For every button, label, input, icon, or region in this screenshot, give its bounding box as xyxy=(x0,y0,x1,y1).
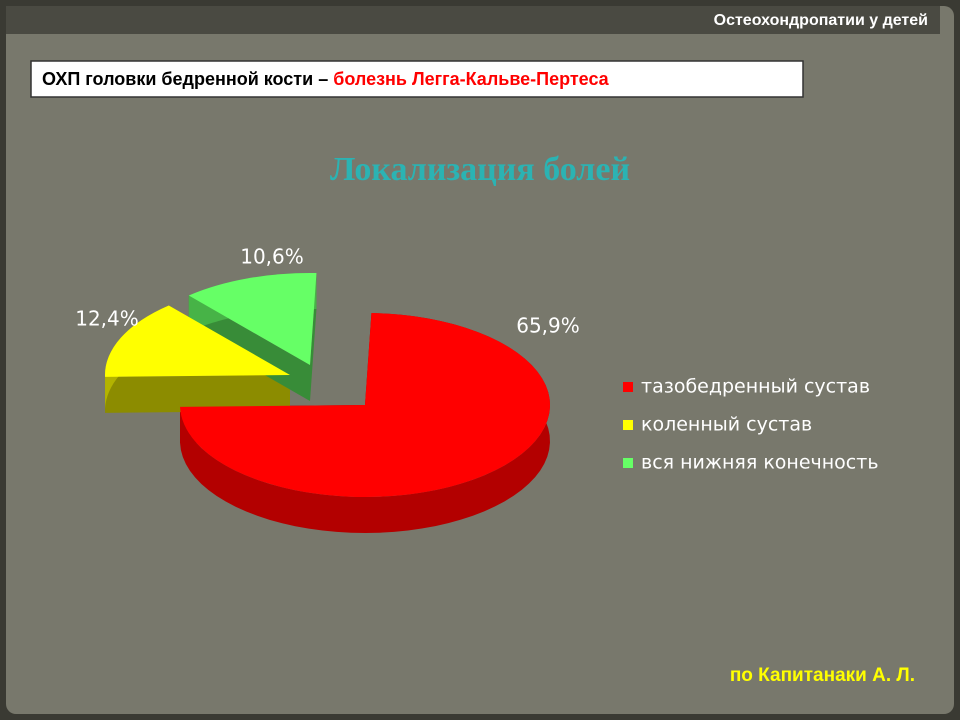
data-label: 10,6% xyxy=(240,245,304,269)
footer: по Капитанаки А. Л. xyxy=(730,665,915,686)
chart-title: Локализация болей xyxy=(330,151,630,188)
legend-swatch xyxy=(623,382,633,392)
slice xyxy=(180,313,551,497)
data-label: 65,9% xyxy=(516,314,580,338)
subtitle: ОХП головки бедренной кости – болезнь Ле… xyxy=(42,69,610,89)
legend-label: вся нижняя конечность xyxy=(641,452,879,474)
legend-label: тазобедренный сустав xyxy=(641,376,870,398)
legend-label: коленный сустав xyxy=(641,414,812,436)
slice xyxy=(105,305,290,377)
subtitle-main: ОХП головки бедренной кости – xyxy=(42,69,333,89)
slice xyxy=(188,273,317,365)
subtitle-highlight: болезнь Легга-Кальве-Пертеса xyxy=(333,69,609,89)
header: Остеохондропатии у детей xyxy=(714,12,928,29)
pie: 65,9% 12,4% 10,6% тазобедренный сустав колен… xyxy=(75,245,879,533)
header-bar xyxy=(6,6,940,34)
legend-swatch xyxy=(623,458,633,468)
legend-swatch xyxy=(623,420,633,430)
subtitle-box xyxy=(30,60,804,98)
pie-tops xyxy=(105,273,551,497)
data-label: 12,4% xyxy=(75,307,139,331)
